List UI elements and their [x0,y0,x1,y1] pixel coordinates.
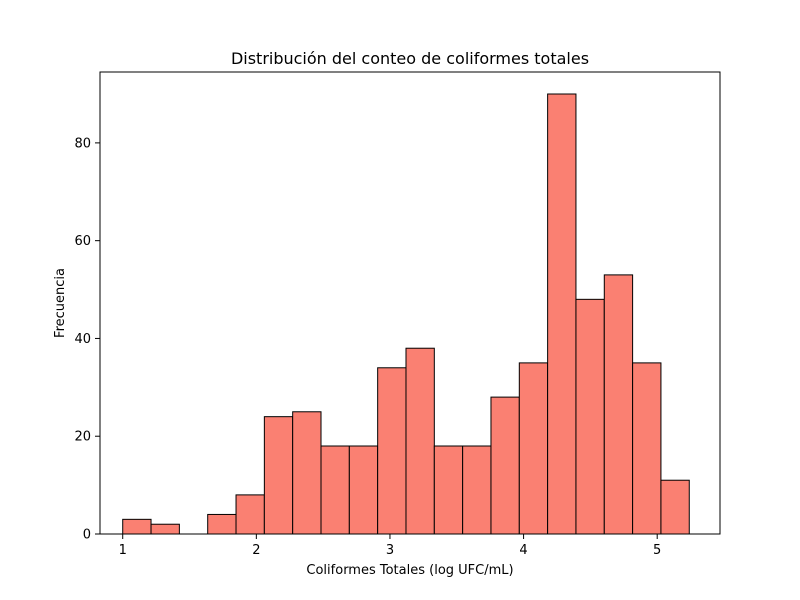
y-axis-ticks: 0 20 40 60 80 [74,136,100,543]
bars-group [122,93,690,535]
histogram-bar [292,411,322,535]
x-tick-label: 4 [519,543,527,558]
histogram-bar [632,362,662,535]
histogram-bar [490,396,520,535]
histogram-bar [547,93,577,535]
histogram-bar [405,347,435,535]
x-tick-label: 1 [119,543,127,558]
x-tick-label: 5 [653,543,661,558]
chart-title: Distribución del conteo de coliformes to… [231,49,589,68]
y-tick-label: 40 [74,332,91,347]
histogram-bar [575,298,605,535]
plot-frame [99,71,721,535]
histogram-bar [462,445,492,535]
x-axis-label: Coliformes Totales (log UFC/mL) [306,563,513,578]
histogram-bar [603,274,634,535]
y-axis-label: Frecuencia [53,268,68,338]
histogram-bar [433,445,464,535]
y-tick-label: 60 [74,234,91,249]
y-tick-label: 0 [83,528,91,543]
x-tick-label: 3 [386,543,394,558]
histogram-bar [377,367,407,535]
x-axis-ticks: 1 2 3 4 5 [119,534,661,558]
histogram-bar [207,513,237,535]
histogram-bar [122,518,152,535]
histogram-bar [150,523,180,535]
histogram-bar [518,362,549,535]
histogram-bar [660,479,690,535]
histogram-bar [263,416,294,535]
y-tick-label: 20 [74,430,91,445]
histogram-bar [320,445,350,535]
x-tick-label: 2 [252,543,260,558]
y-tick-label: 80 [74,136,91,151]
histogram-bar [235,494,265,535]
histogram-bar [348,445,379,535]
